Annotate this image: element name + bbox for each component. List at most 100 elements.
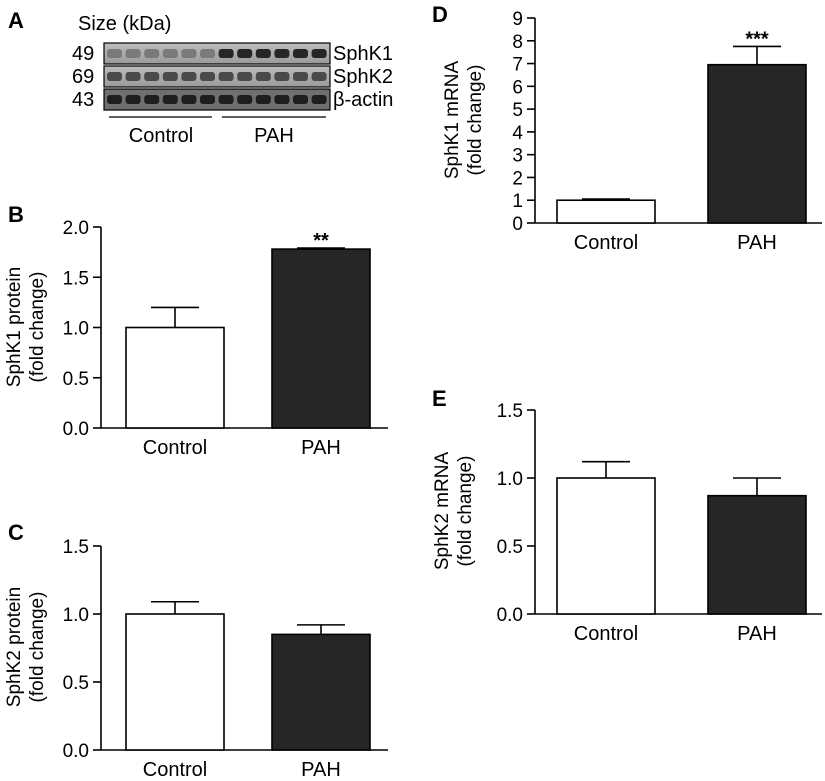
bar-pah [271,633,371,751]
blot-band [255,95,271,104]
blot-band [200,95,215,104]
blot-size-sphk2: 69 [72,66,94,88]
blot-band [255,72,271,81]
x-category-label: PAH [301,437,341,459]
blot-bands [107,49,327,104]
x-category-label: Control [574,623,638,645]
blot-group-pah: PAH [254,125,294,147]
blot-band [255,49,271,58]
y-tick-label: 1.5 [497,401,523,422]
blot-band [125,95,141,104]
x-category-label: Control [143,437,207,459]
panel-label-a: A [8,8,24,33]
x-category-label: PAH [737,232,777,254]
blot-band [218,95,234,104]
x-category-label: Control [143,759,207,781]
significance-marker: *** [745,28,769,50]
chart-d-ylabel-line1: SphK1 mRNA [442,61,463,180]
bar-control [125,613,225,751]
blot-band [237,72,253,81]
panel-label-d: D [432,2,448,27]
y-tick-label: 0.5 [497,537,523,558]
blot-band [274,72,290,81]
blot-band [218,72,234,81]
blot-band [125,72,141,81]
chart-c-axes: 0.0 0.5 1.0 1.5 Control PAH [63,537,388,781]
y-tick-label: 1.0 [497,469,523,490]
blot-band [293,49,308,58]
blot-strip-sphk2 [103,65,331,88]
blot-label-sphk1: SphK1 [333,43,393,65]
chart-e: E 0.0 0.5 1.0 1.5 Control PAH SphK2 mRNA (fol… [432,386,822,645]
blot-band [162,49,178,58]
blot-label-actin: β-actin [333,89,393,111]
chart-b-ylabel-line1: SphK1 protein [4,267,25,387]
y-tick-label: 9 [512,9,523,30]
size-header: Size (kDa) [78,13,171,35]
chart-c-ylabel-line1: SphK2 protein [4,587,25,707]
chart-b: B 0.0 0.5 1.0 1.5 2.0 Control PAH ** SphK1 prot… [4,202,388,459]
blot-band [181,95,197,104]
blot-strip-actin [103,88,331,111]
y-tick-label: 0.0 [497,605,523,626]
blot-band [237,49,253,58]
x-category-label: Control [574,232,638,254]
blot-band [162,72,178,81]
blot-band [311,72,327,81]
y-tick-label: 7 [512,55,523,76]
y-tick-label: 6 [512,77,523,98]
blot-band [181,49,197,58]
blot-size-sphk1: 49 [72,43,94,65]
y-tick-label: 1.0 [63,319,89,340]
blot-band [218,49,234,58]
panel-label-c: C [8,520,24,545]
blot-band [144,95,160,104]
bar-control [556,199,656,224]
blot-band [274,95,290,104]
blot-label-sphk2: SphK2 [333,66,393,88]
blot-band [237,95,253,104]
blot-band [107,72,122,81]
chart-e-axes: 0.0 0.5 1.0 1.5 Control PAH [497,401,822,645]
bar-control [125,326,225,429]
blot-band [311,49,327,58]
y-tick-label: 3 [512,146,523,167]
blot-band [293,95,308,104]
blot-strip-sphk1 [103,42,331,65]
chart-d-ylabel-line2: (fold change) [465,65,486,176]
chart-c-ylabel-line2: (fold change) [27,592,48,703]
y-tick-label: 1.0 [63,605,89,626]
blot-band [107,49,122,58]
blot-band [144,72,160,81]
blot-band [107,95,122,104]
blot-group-control: Control [129,125,193,147]
blot-band [200,72,215,81]
y-tick-label: 0.0 [63,419,89,440]
y-tick-label: 1.5 [63,537,89,558]
bar-pah [707,494,807,615]
y-tick-label: 2 [512,168,523,189]
chart-e-ylabel-line2: (fold change) [455,456,476,567]
bar-control [556,477,656,615]
y-tick-label: 1 [512,191,523,212]
blot-band [125,49,141,58]
blot-band [144,49,160,58]
blot-band [162,95,178,104]
blot-panel: A Size (kDa) 49 69 43 SphK1 SphK2 β-acti… [8,8,393,147]
y-tick-label: 1.5 [63,268,89,289]
chart-b-axes: 0.0 0.5 1.0 1.5 2.0 Control PAH ** [63,218,388,459]
panel-label-e: E [432,386,447,411]
blot-band [200,49,215,58]
y-tick-label: 0.0 [63,741,89,762]
bar-pah [707,63,807,224]
blot-band [293,72,308,81]
x-category-label: PAH [301,759,341,781]
x-category-label: PAH [737,623,777,645]
blot-band [311,95,327,104]
blot-band [274,49,290,58]
chart-b-ylabel-line2: (fold change) [27,272,48,383]
blot-band [181,72,197,81]
